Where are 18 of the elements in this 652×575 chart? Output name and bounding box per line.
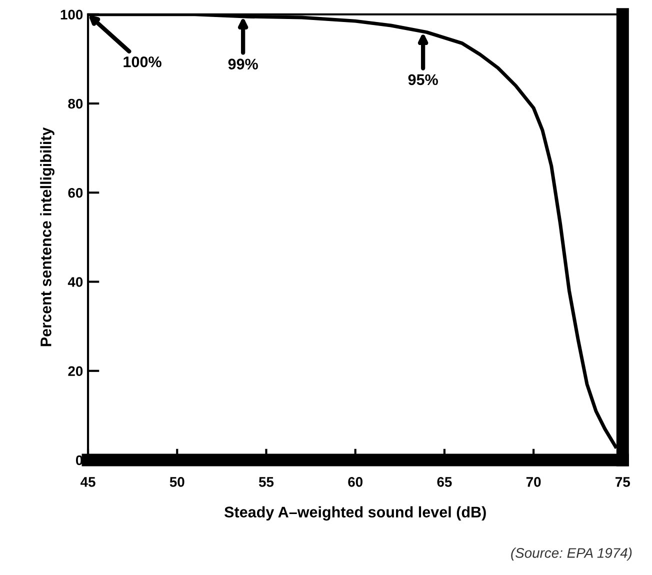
x-tick-label: 55 [258, 477, 274, 487]
annotation: 99% [228, 58, 258, 70]
x-tick-label: 50 [170, 477, 184, 487]
y-tick-label: 80 [68, 98, 83, 109]
y-tick-label: 20 [68, 366, 83, 376]
y-tick-label: 60 [68, 188, 83, 198]
x-tick-label: 75 [616, 477, 630, 487]
y-tick-label: 100 [60, 10, 83, 20]
annotation: 95% [408, 74, 438, 86]
annotation: 100% [124, 56, 162, 68]
text: (Source: EPA 1974) [511, 548, 632, 561]
x-tick-label: 45 [80, 477, 96, 487]
y-axis-title: Percent sentence intelligibility [40, 127, 54, 346]
x-tick-label: 70 [526, 477, 541, 487]
y-tick-label: 40 [68, 277, 83, 287]
x-tick-label: 65 [437, 477, 452, 487]
x-axis-title: Steady A–weighted sound level (dB) [224, 506, 486, 521]
x-tick-label: 60 [348, 477, 362, 487]
